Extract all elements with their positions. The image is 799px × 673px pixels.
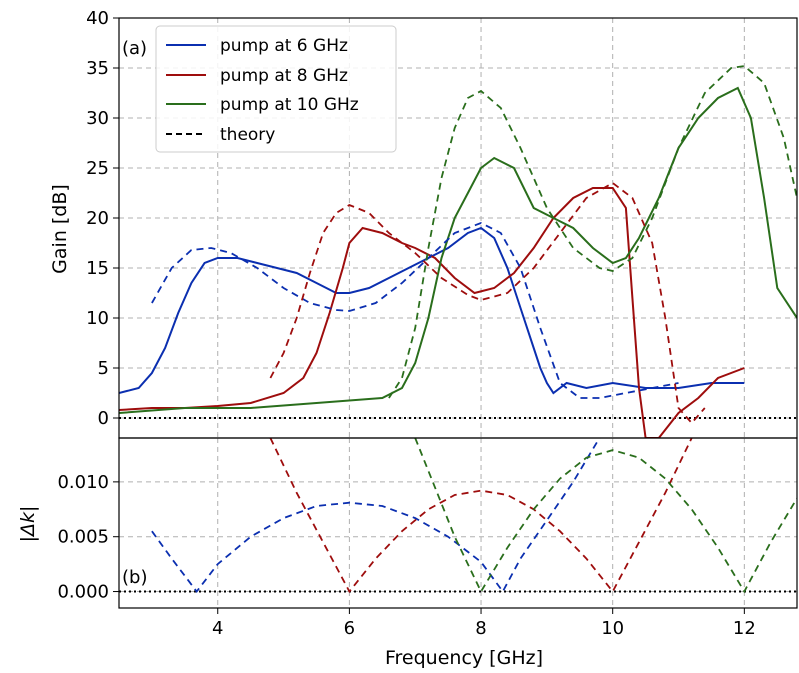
xtick-label-2: 8: [475, 618, 486, 639]
ytick-label-5: 25: [86, 158, 109, 179]
legend-label-10ghz: pump at 10 GHz: [220, 95, 359, 115]
x-axis-ticks: 4 6 8 10 12: [212, 608, 756, 639]
ytick-label-3: 15: [86, 258, 109, 279]
ytick-label-8: 40: [86, 8, 109, 29]
series-1-line: [269, 438, 693, 594]
series-5-line: [388, 65, 797, 399]
series-4-line: [269, 181, 706, 425]
bottom-panel-grid: [119, 438, 797, 608]
ytick-label-6: 30: [86, 108, 109, 129]
x-axis-title: Frequency [GHz]: [385, 647, 543, 669]
legend-label-theory: theory: [220, 125, 275, 145]
ytick-label-2: 10: [86, 308, 109, 329]
series-0-line: [151, 438, 601, 594]
panel-label-a: (a): [122, 38, 147, 59]
bottom-panel: 0.000 0.005 0.010 (b) |Δk| 4 6 8 10 12 Frequen…: [17, 437, 798, 669]
top-panel-series: [119, 65, 797, 438]
y-axis-title-gain: Gain [dB]: [49, 184, 71, 274]
ytick-label-1: 0.005: [57, 527, 109, 548]
bottom-panel-series: [119, 438, 797, 594]
xtick-label-3: 10: [601, 618, 624, 639]
ytick-label-0: 0: [98, 408, 109, 429]
series-2-line: [414, 438, 797, 594]
ytick-label-1: 5: [98, 358, 109, 379]
xtick-label-0: 4: [212, 618, 223, 639]
series-3-line: [151, 222, 679, 399]
ytick-label-4: 20: [86, 208, 109, 229]
xtick-label-4: 12: [733, 618, 756, 639]
bottom-panel-yticks: 0.000 0.005 0.010: [57, 472, 119, 603]
legend-label-8ghz: pump at 8 GHz: [220, 66, 348, 86]
panel-label-b: (b): [122, 567, 147, 588]
series-2-line: [119, 86, 797, 414]
series-0-line: [119, 226, 745, 395]
series-1-line: [119, 187, 745, 438]
y-axis-title-delta-k: |Δk|: [17, 506, 39, 543]
ytick-label-0: 0.000: [57, 582, 109, 603]
top-panel: 0 5 10 15 20 25 30 35 40 (a) Gain [dB] pump at 6…: [49, 8, 798, 439]
xtick-label-1: 6: [344, 618, 355, 639]
legend-label-6ghz: pump at 6 GHz: [220, 36, 348, 56]
ytick-label-7: 35: [86, 58, 109, 79]
legend-box: [155, 25, 397, 153]
bottom-panel-frame: [118, 437, 798, 609]
top-panel-yticks: 0 5 10 15 20 25 30 35 40: [86, 8, 119, 429]
legend: pump at 6 GHz pump at 8 GHz pump at 10 G…: [155, 25, 397, 153]
ytick-label-2: 0.010: [57, 472, 109, 493]
